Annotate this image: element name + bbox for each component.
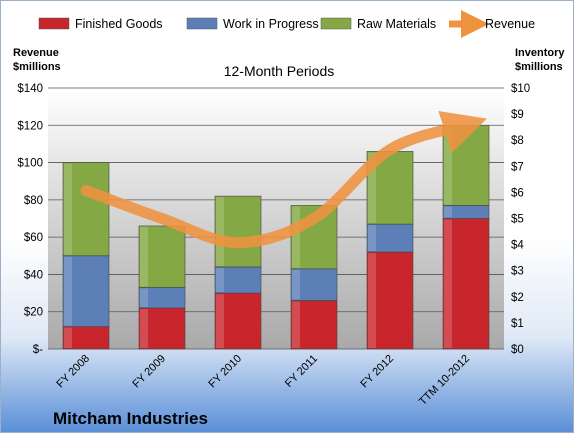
bar-highlight	[64, 256, 72, 326]
right-tick-label: $7	[511, 161, 524, 173]
bar-highlight	[368, 225, 376, 252]
legend-swatch	[38, 17, 70, 30]
left-tick-label: $140	[17, 83, 43, 95]
right-tick-label: $5	[511, 214, 524, 226]
right-tick-label: $6	[511, 187, 524, 199]
bar-highlight	[368, 253, 376, 348]
right-axis-label-line1: Inventory	[515, 47, 565, 59]
bar-work-in-progress	[290, 268, 338, 301]
x-axis-ticks: FY 2008 FY 2009 FY 2010 FY 2011 FY 2012 TTM 1…	[54, 353, 472, 408]
left-tick-label: $60	[24, 232, 43, 244]
bar-highlight	[216, 294, 224, 348]
bar-raw-materials	[62, 162, 110, 257]
right-tick-label: $1	[511, 318, 524, 330]
x-tick-label: FY 2011	[283, 353, 320, 390]
x-tick-label: TTM 10-2012	[417, 353, 472, 408]
revenue-line	[80, 110, 487, 249]
x-tick-label: FY 2009	[130, 353, 168, 391]
bar-highlight	[216, 267, 224, 293]
bar-highlight	[444, 219, 452, 348]
x-tick-label: FY 2010	[206, 353, 244, 391]
left-tick-label: $80	[24, 195, 43, 207]
bar-finished-goods	[214, 292, 262, 350]
left-axis-ticks: $- $20 $40 $60 $80 $100 $120 $140	[17, 83, 43, 356]
left-tick-label: $20	[24, 307, 43, 319]
legend-label: Raw Materials	[357, 17, 436, 31]
bar-highlight	[292, 301, 300, 348]
bar-highlight	[368, 152, 376, 224]
legend: Finished Goods Work in Progress Raw Materi…	[38, 10, 535, 38]
chart-title: 12-Month Periods	[224, 63, 335, 79]
revenue-line-group	[80, 110, 487, 249]
right-axis-label-line2: $millions	[515, 61, 563, 73]
bar-highlight	[292, 269, 300, 300]
x-tick-label: FY 2008	[54, 353, 92, 391]
right-tick-label: $4	[511, 240, 524, 252]
right-axis-ticks: $0 $1 $2 $3 $4 $5 $6 $7 $8 $9 $10	[511, 83, 530, 356]
bar-raw-materials	[138, 225, 186, 288]
bar-work-in-progress	[366, 223, 414, 253]
legend-label: Revenue	[485, 17, 535, 31]
right-tick-label: $2	[511, 292, 524, 304]
left-tick-label: $120	[17, 120, 43, 132]
bar-highlight	[140, 288, 148, 307]
left-tick-label: $100	[17, 158, 43, 170]
left-axis-label-line1: Revenue	[13, 47, 59, 59]
legend-label: Work in Progress	[223, 17, 319, 31]
right-tick-label: $3	[511, 266, 524, 278]
bar-highlight	[64, 327, 72, 348]
bar-finished-goods	[442, 218, 490, 350]
legend-swatch	[320, 17, 352, 30]
bar-highlight	[444, 206, 452, 218]
x-tick-label: FY 2012	[358, 353, 396, 391]
right-tick-label: $0	[511, 344, 524, 356]
bar-highlight	[64, 163, 72, 255]
bar-highlight	[216, 197, 224, 266]
bar-highlight	[140, 308, 148, 348]
gridlines	[48, 87, 504, 350]
bar-finished-goods	[138, 307, 186, 350]
left-axis-label-line2: $millions	[13, 61, 61, 73]
left-tick-label: $40	[24, 269, 43, 281]
legend-swatch	[186, 17, 218, 30]
legend-label: Finished Goods	[75, 17, 163, 31]
bar-highlight	[140, 226, 148, 287]
bar-finished-goods	[290, 300, 338, 350]
left-tick-label: $-	[33, 344, 43, 356]
bar-work-in-progress	[62, 255, 110, 327]
right-tick-label: $9	[511, 109, 524, 121]
bar-highlight	[444, 126, 452, 205]
company-name: Mitcham Industries	[53, 409, 208, 428]
right-tick-label: $8	[511, 135, 524, 147]
bar-highlight	[292, 206, 300, 268]
bar-raw-materials	[214, 195, 262, 268]
right-tick-label: $10	[511, 83, 530, 95]
